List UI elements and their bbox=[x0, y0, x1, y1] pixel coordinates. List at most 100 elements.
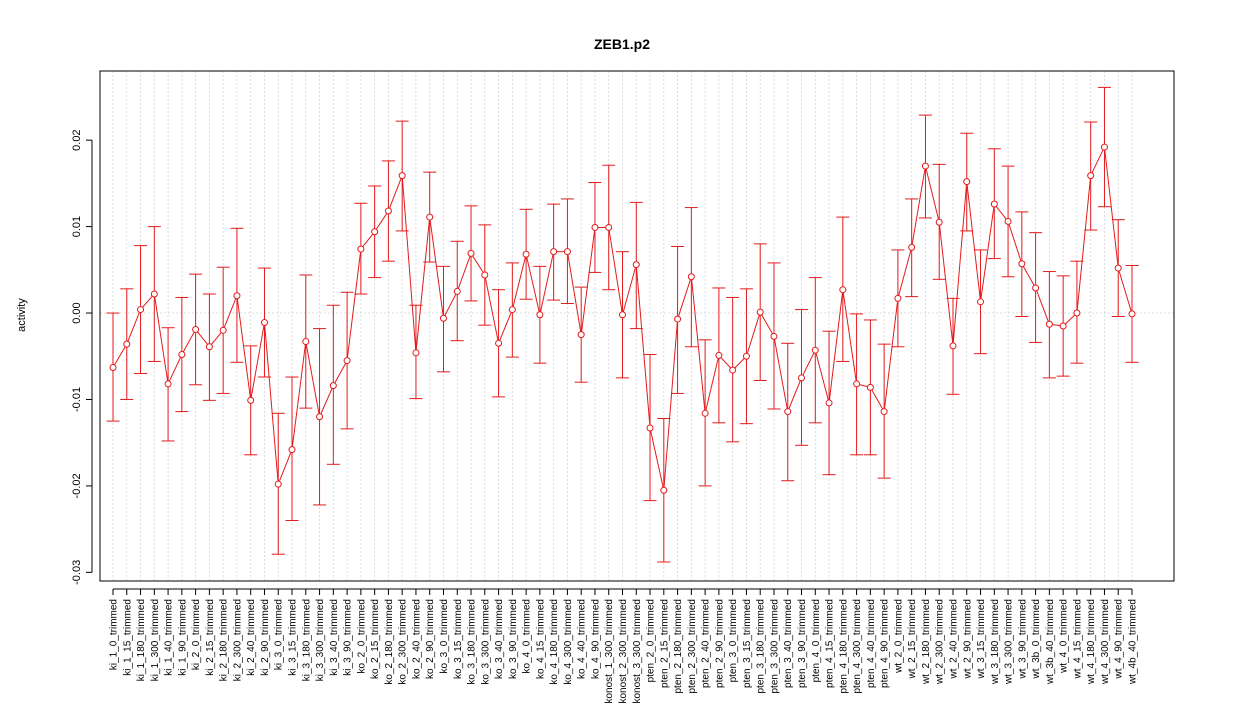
data-point bbox=[150, 290, 158, 298]
y-axis-label: activity bbox=[16, 298, 28, 332]
x-tick-label: pten_4_180_trimmed bbox=[838, 599, 849, 694]
data-point bbox=[384, 207, 392, 215]
data-point bbox=[577, 331, 585, 339]
x-tick-label: pten_3_40_trimmed bbox=[783, 599, 794, 688]
series-line-segment bbox=[112, 343, 128, 368]
series-line-segment bbox=[663, 319, 679, 491]
x-tick-label: wt_3_90_trimmed bbox=[1017, 599, 1028, 679]
x-tick-label: wt_4_180_trimmed bbox=[1086, 599, 1097, 685]
series-line-segment bbox=[429, 217, 444, 319]
y-tick-label: 0.00 bbox=[71, 302, 83, 323]
data-point bbox=[205, 343, 213, 351]
series-line-segment bbox=[911, 166, 926, 248]
x-tick-label: konost_1_300_trimmed bbox=[604, 599, 615, 704]
data-point bbox=[866, 383, 874, 391]
series-line-segment bbox=[704, 355, 720, 414]
x-tick-label: ko_4_300_trimmed bbox=[563, 599, 574, 685]
data-point bbox=[674, 315, 682, 323]
grid bbox=[100, 71, 1174, 581]
series-line-segment bbox=[1117, 267, 1133, 315]
series-line-segment bbox=[1076, 175, 1092, 314]
series-line-segment bbox=[649, 427, 665, 491]
series-line-segment bbox=[415, 217, 431, 353]
data-point bbox=[880, 408, 888, 416]
series-line-segment bbox=[346, 249, 362, 361]
data-point bbox=[1032, 284, 1040, 292]
series-line-segment bbox=[401, 175, 417, 353]
x-tick-label: wt_4_0_trimmed bbox=[1059, 599, 1070, 674]
x-tick-label: ki_2_0_trimmed bbox=[191, 599, 202, 670]
data-point bbox=[715, 351, 723, 359]
x-tick-label: ki_3_15_trimmed bbox=[288, 599, 299, 676]
data-point bbox=[591, 223, 599, 231]
data-point bbox=[329, 382, 337, 390]
x-tick-label: wt_3b_40_trimmed bbox=[1045, 599, 1056, 685]
data-point bbox=[412, 349, 420, 357]
data-point bbox=[894, 294, 902, 302]
data-point bbox=[963, 178, 971, 186]
data-point bbox=[164, 380, 172, 388]
x-tick-label: wt_3b_0_trimmed bbox=[1031, 599, 1042, 679]
series-line-segment bbox=[1090, 146, 1105, 176]
x-tick-label: pten_3_180_trimmed bbox=[756, 599, 767, 694]
x-tick-label: ko_3_180_trimmed bbox=[467, 599, 478, 685]
data-point bbox=[219, 326, 227, 334]
plot-frame bbox=[99, 70, 1175, 582]
series-line-segment bbox=[360, 231, 376, 250]
series-line-segment bbox=[1103, 147, 1119, 269]
data-point bbox=[495, 339, 503, 347]
series-line-segment bbox=[539, 251, 555, 315]
series-line-segment bbox=[250, 322, 265, 401]
series-line-segment bbox=[1021, 263, 1037, 289]
data-point bbox=[619, 311, 626, 319]
data-point bbox=[825, 399, 833, 407]
series-line-segment bbox=[470, 253, 486, 276]
series-line-segment bbox=[498, 309, 513, 344]
series-line-segment bbox=[195, 329, 210, 348]
data-point bbox=[729, 366, 737, 374]
series-line-segment bbox=[966, 181, 982, 302]
data-point bbox=[1100, 143, 1108, 151]
series-line-segment bbox=[580, 227, 596, 335]
x-tick-label: pten_3_15_trimmed bbox=[742, 599, 753, 688]
data-point bbox=[1018, 260, 1026, 268]
series-line-segment bbox=[456, 253, 472, 292]
x-tick-label: ki_2_180_trimmed bbox=[219, 599, 230, 681]
data-point bbox=[426, 213, 434, 221]
x-tick-label: ko_2_180_trimmed bbox=[384, 599, 395, 685]
x-tick-label: pten_2_15_trimmed bbox=[659, 599, 670, 688]
data-point bbox=[949, 342, 957, 350]
x-tick-label: wt_2_180_trimmed bbox=[921, 599, 932, 685]
x-tick-label: ko_4_90_trimmed bbox=[590, 599, 601, 679]
data-point bbox=[908, 243, 916, 251]
series-line-segment bbox=[993, 203, 1009, 222]
series-line-segment bbox=[374, 210, 389, 233]
data-point bbox=[1073, 309, 1081, 317]
x-tick-label: wt_2_90_trimmed bbox=[962, 599, 973, 679]
x-tick-label: ki_2_15_trimmed bbox=[205, 599, 216, 676]
x-tick-label: ko_4_40_trimmed bbox=[577, 599, 588, 679]
x-tick-label: pten_3_90_trimmed bbox=[797, 599, 808, 688]
series-line-segment bbox=[209, 330, 224, 348]
data-point bbox=[274, 480, 282, 488]
x-tick-label: ki_3_300_trimmed bbox=[315, 599, 326, 681]
series-line-segment bbox=[897, 247, 913, 299]
data-point bbox=[853, 380, 861, 388]
x-tick-label: wt_4_300_trimmed bbox=[1100, 599, 1111, 685]
series-line-segment bbox=[222, 295, 238, 331]
data-point bbox=[247, 396, 255, 404]
data-point bbox=[453, 287, 461, 295]
y-tick-label: 0.02 bbox=[71, 129, 83, 150]
x-tick-label: pten_2_0_trimmed bbox=[646, 599, 657, 682]
data-point bbox=[770, 332, 778, 340]
series-line-segment bbox=[332, 360, 348, 386]
x-tick-label: ki_2_300_trimmed bbox=[232, 599, 243, 681]
series-line-segment bbox=[291, 341, 307, 450]
data-point bbox=[1045, 320, 1053, 328]
data-point bbox=[811, 346, 819, 354]
series-line-segment bbox=[608, 227, 623, 315]
series-line-segment bbox=[759, 311, 775, 337]
data-point bbox=[302, 338, 310, 346]
x-tick-label: pten_4_15_trimmed bbox=[825, 599, 836, 688]
data-point bbox=[550, 248, 558, 256]
